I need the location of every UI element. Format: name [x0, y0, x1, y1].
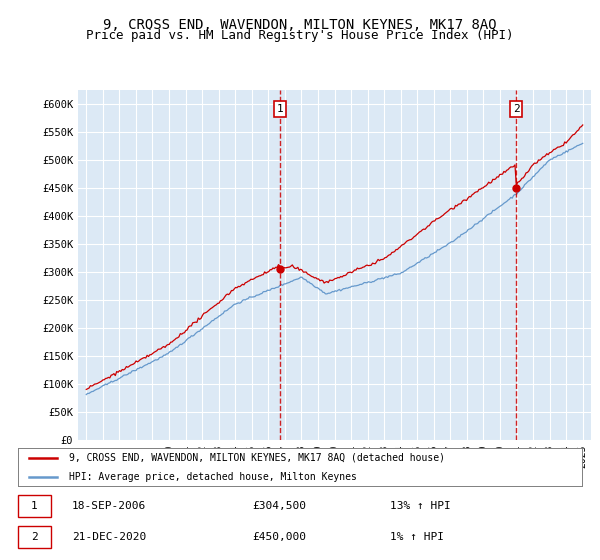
Text: 1: 1 [277, 104, 284, 114]
Text: 9, CROSS END, WAVENDON, MILTON KEYNES, MK17 8AQ (detached house): 9, CROSS END, WAVENDON, MILTON KEYNES, M… [69, 452, 445, 463]
Text: £450,000: £450,000 [252, 531, 306, 542]
Text: 1% ↑ HPI: 1% ↑ HPI [390, 531, 444, 542]
Text: 18-SEP-2006: 18-SEP-2006 [72, 501, 146, 511]
Text: 2: 2 [512, 104, 520, 114]
Text: 2: 2 [31, 531, 38, 542]
Text: 13% ↑ HPI: 13% ↑ HPI [390, 501, 451, 511]
Text: 1: 1 [31, 501, 38, 511]
Text: 21-DEC-2020: 21-DEC-2020 [72, 531, 146, 542]
FancyBboxPatch shape [18, 495, 51, 517]
Text: £304,500: £304,500 [252, 501, 306, 511]
Text: 9, CROSS END, WAVENDON, MILTON KEYNES, MK17 8AQ: 9, CROSS END, WAVENDON, MILTON KEYNES, M… [103, 18, 497, 32]
FancyBboxPatch shape [18, 526, 51, 548]
Text: Price paid vs. HM Land Registry's House Price Index (HPI): Price paid vs. HM Land Registry's House … [86, 29, 514, 42]
Text: HPI: Average price, detached house, Milton Keynes: HPI: Average price, detached house, Milt… [69, 472, 356, 482]
